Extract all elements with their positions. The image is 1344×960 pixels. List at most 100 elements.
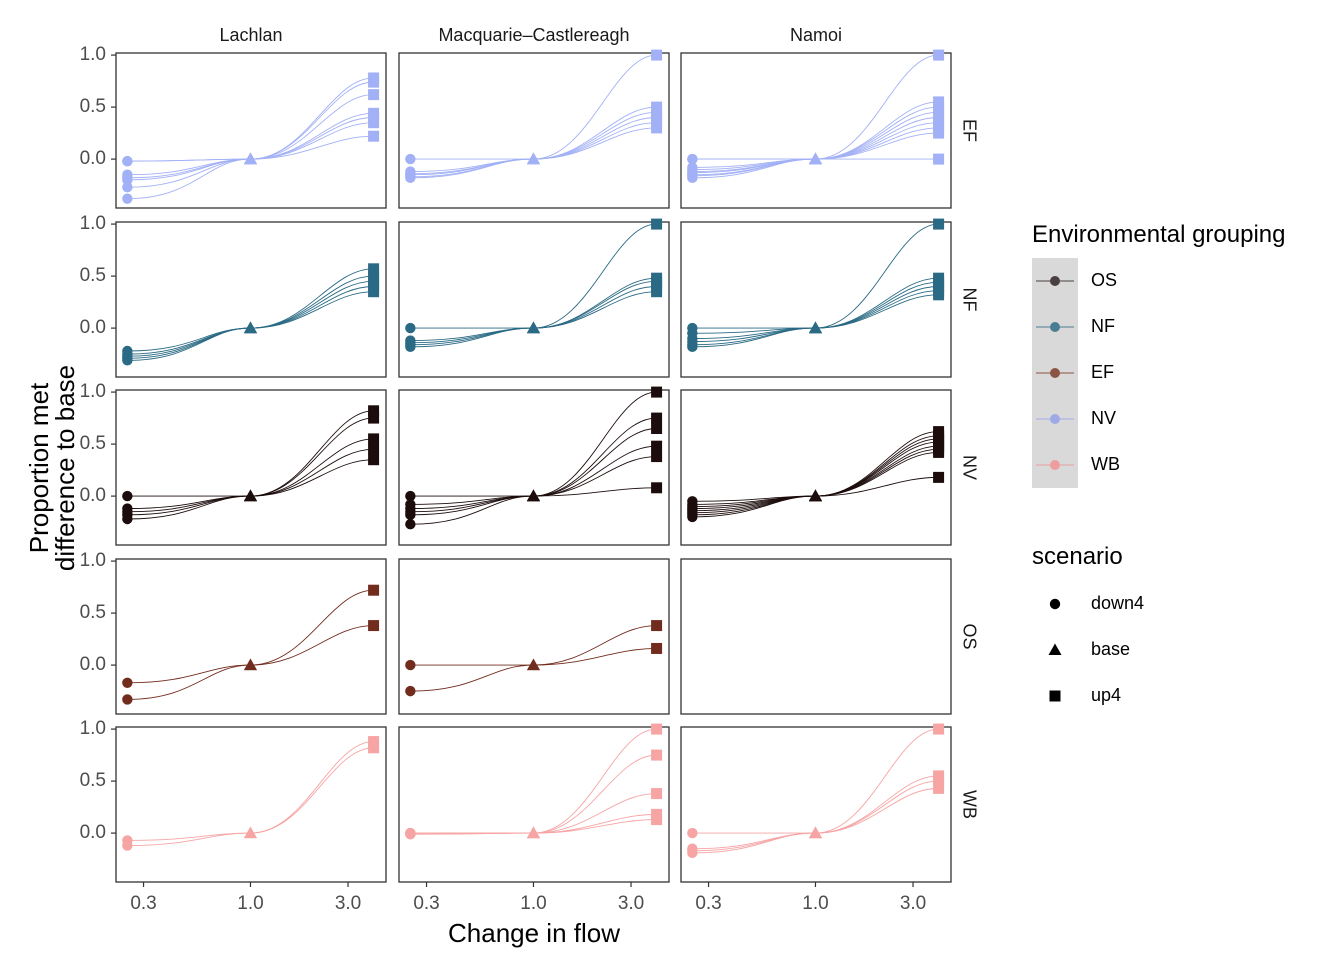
point-up4 (651, 49, 663, 61)
column-strip-lachlan: Lachlan (219, 25, 282, 45)
panel-series-nf-namoi (687, 218, 945, 353)
point-base (526, 658, 540, 671)
legend-environmental-grouping: Environmental grouping OS NF EF NV WB (1032, 221, 1286, 488)
point-up4 (651, 620, 663, 632)
x-tick-label: 1.0 (520, 893, 546, 914)
panel-os-macquarie-castlereagh (398, 558, 670, 715)
point-up4 (933, 127, 945, 139)
y-tick-label: 0.0 (80, 485, 106, 506)
point-up4 (651, 814, 663, 826)
y-tick-label: 1.0 (80, 44, 106, 65)
column-strip-namoi: Namoi (790, 25, 842, 45)
series-line (410, 223, 657, 329)
panel-series-nf-macquarie-castlereagh (405, 218, 663, 353)
point-base (243, 658, 257, 671)
x-axis-title: Change in flow (448, 918, 620, 948)
point-base (808, 152, 822, 165)
point-down4 (122, 513, 133, 525)
point-base (243, 489, 257, 502)
y-tick-label: 0.5 (80, 265, 106, 286)
y-tick-label: 0.5 (80, 96, 106, 117)
series-line (692, 728, 939, 834)
point-down4 (122, 355, 133, 366)
y-tick-label: 0.5 (80, 602, 106, 623)
legend-key-point-wb (1050, 460, 1060, 470)
point-down4 (405, 685, 416, 697)
point-down4 (122, 506, 133, 517)
point-up4 (651, 723, 663, 735)
point-up4 (368, 412, 380, 424)
panel-series-os-lachlan (122, 584, 380, 705)
point-down4 (687, 511, 698, 523)
legend-label-nv: NV (1091, 408, 1116, 428)
point-up4 (651, 440, 663, 452)
panel-os-lachlan (115, 558, 387, 715)
legend-label-wb: WB (1091, 454, 1120, 474)
panel-ef-macquarie-castlereagh (398, 52, 670, 209)
legend-label-nf: NF (1091, 316, 1115, 336)
x-tick-label: 3.0 (335, 893, 361, 914)
point-up4 (368, 76, 380, 88)
point-down4 (687, 153, 698, 165)
point-down4 (687, 341, 698, 353)
panel-ef-namoi (680, 52, 952, 209)
y-tick-label: 0.0 (80, 654, 106, 675)
point-up4 (368, 454, 380, 466)
panel-series-ef-macquarie-castlereagh (405, 49, 663, 184)
legend-label-os: OS (1091, 270, 1117, 290)
legend-scenario: scenario down4 base up4 (1032, 543, 1144, 705)
point-up4 (368, 584, 380, 596)
point-down4 (405, 153, 416, 165)
row-strip-os: OS (959, 623, 979, 649)
point-up4 (368, 433, 380, 445)
panel-series-ef-lachlan (122, 72, 380, 204)
point-down4 (405, 518, 416, 530)
panel-nv-lachlan (115, 389, 387, 546)
point-down4 (122, 155, 133, 167)
legend-title-scenario: scenario (1032, 543, 1123, 570)
point-base (243, 826, 257, 839)
x-tick-label: 3.0 (618, 893, 644, 914)
panel-series-wb-namoi (687, 723, 945, 859)
point-up4 (368, 443, 380, 455)
panel-series-nv-lachlan (122, 405, 380, 525)
y-axis-title-line-1: Proportion met (24, 382, 54, 553)
point-up4 (651, 482, 663, 494)
y-tick-label: 1.0 (80, 213, 106, 234)
legend-label-down4: down4 (1091, 593, 1144, 613)
point-down4 (122, 193, 133, 204)
legend-key-point-nf (1050, 322, 1060, 332)
point-down4 (122, 490, 133, 502)
point-down4 (687, 167, 698, 178)
legend-key-point-os (1050, 276, 1060, 286)
point-base (526, 152, 540, 165)
point-up4 (933, 782, 945, 794)
point-up4 (651, 788, 663, 800)
legend-title-environmental-grouping: Environmental grouping (1032, 221, 1286, 248)
point-base (808, 489, 822, 502)
point-up4 (651, 122, 663, 134)
point-up4 (933, 775, 945, 787)
point-up4 (651, 749, 663, 761)
panel-series-nv-namoi (687, 426, 945, 523)
point-base (526, 489, 540, 502)
point-up4 (933, 218, 945, 230)
panel-os-namoi (680, 558, 952, 715)
point-up4 (368, 117, 380, 129)
panel-series-nf-lachlan (122, 263, 380, 366)
point-up4 (368, 405, 380, 417)
point-up4 (933, 289, 945, 301)
panel-series-nv-macquarie-castlereagh (405, 386, 663, 530)
panel-nf-macquarie-castlereagh (398, 221, 670, 378)
point-up4 (368, 89, 380, 101)
panel-series-wb-lachlan (122, 736, 380, 851)
point-down4 (122, 840, 133, 851)
point-down4 (405, 827, 416, 839)
point-up4 (651, 422, 663, 434)
point-down4 (687, 827, 698, 839)
point-down4 (122, 677, 133, 688)
point-up4 (933, 49, 945, 61)
point-up4 (933, 153, 945, 165)
y-tick-label: 0.5 (80, 433, 106, 454)
y-tick-label: 0.0 (80, 148, 106, 169)
